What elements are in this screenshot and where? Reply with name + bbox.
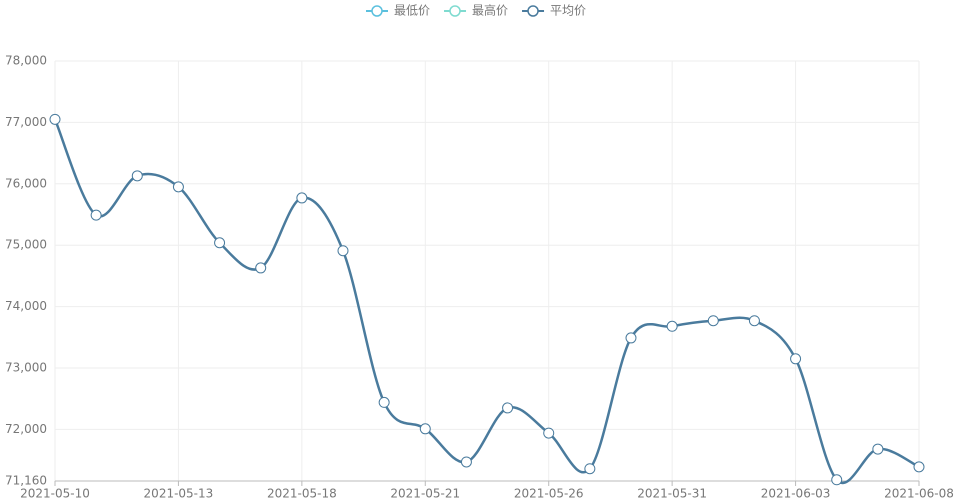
data-point [707,315,719,327]
y-tick-label: 78,000 [5,54,47,68]
data-point [255,262,267,274]
y-tick-label: 77,000 [5,115,47,129]
legend-icon[interactable] [371,5,383,17]
y-tick-label: 71,160 [5,474,47,488]
data-point [49,113,61,125]
data-point [337,245,349,257]
data-point [214,237,226,249]
x-tick-label: 2021-06-08 [884,487,954,501]
data-point [666,320,678,332]
data-point [872,443,884,455]
y-tick-label: 73,000 [5,361,47,375]
x-tick-label: 2021-05-13 [144,487,214,501]
legend-label[interactable]: 平均价 [550,4,586,18]
legend-label[interactable]: 最低价 [394,4,430,18]
data-point [172,181,184,193]
data-point [831,474,843,486]
y-tick-label: 72,000 [5,422,47,436]
data-point [460,456,472,468]
x-tick-label: 2021-05-10 [20,487,90,501]
legend-label[interactable]: 最高价 [472,3,508,18]
y-tick-label: 76,000 [5,176,47,190]
data-point [790,353,802,365]
data-point [748,315,760,327]
series-line [53,118,920,485]
data-point [543,427,555,439]
x-tick-label: 2021-05-26 [514,487,584,501]
y-tick-label: 74,000 [5,299,47,313]
legend-icon[interactable] [449,5,461,17]
data-point [378,396,390,408]
data-point [131,170,143,182]
x-tick-label: 2021-05-31 [637,487,707,501]
x-tick-label: 2021-05-21 [390,487,460,501]
x-tick-label: 2021-05-18 [267,487,337,501]
data-point [913,461,925,473]
data-point [419,423,431,435]
data-point [296,192,308,204]
x-tick-label: 2021-06-03 [761,487,831,501]
legend-icon[interactable] [527,5,539,17]
data-point [502,402,514,414]
data-point [625,332,637,344]
data-point [584,463,596,475]
y-tick-label: 75,000 [5,238,47,252]
data-point [90,209,102,221]
